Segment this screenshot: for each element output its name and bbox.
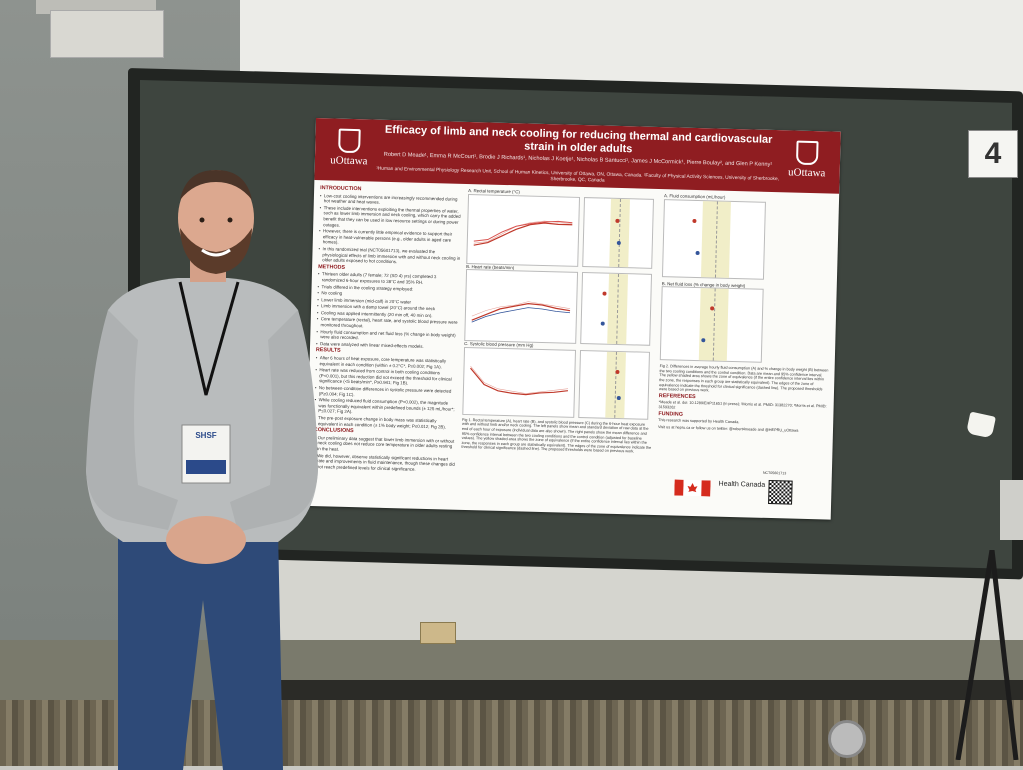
blood-pressure-plot [462, 346, 577, 418]
heart-rate-ci [580, 272, 653, 347]
introduction-bullet: In this randomized trial (NCT05601713), … [318, 246, 460, 266]
qr-code-icon [768, 479, 793, 505]
blood-pressure-ci [578, 349, 650, 420]
net-fluid-loss-ci [659, 286, 764, 363]
introduction-bullet: These include interventions exploiting t… [319, 205, 462, 231]
easel-legs [955, 550, 1019, 760]
research-poster: uOttawa Efficacy of limb and neck coolin… [305, 118, 841, 520]
shield-icon [338, 128, 361, 154]
logo-text: uOttawa [787, 166, 826, 180]
floor-outlet-cover [828, 720, 866, 758]
uottawa-logo-right: uOttawa [778, 136, 835, 187]
trial-id: NCT05601713 [762, 470, 787, 476]
figure-2-caption: Fig 2. Differences in average hourly flu… [658, 364, 829, 393]
booth-number-card: 4 [968, 130, 1018, 178]
poster-affiliations: ¹Human and Environmental Physiology Rese… [376, 166, 780, 184]
heart-rate-plot [464, 269, 579, 345]
conclusions-list: Our preliminary data suggest that lower … [313, 435, 456, 473]
poster-header: uOttawa Efficacy of limb and neck coolin… [314, 118, 841, 194]
wall-outlet [420, 622, 456, 644]
poster-text-column: INTRODUCTION Low-cost cooling interventi… [313, 184, 462, 474]
ceiling-fixture [50, 10, 164, 58]
conclusions-bullet: We did, however, observe statistically s… [313, 453, 455, 473]
fluid-consumption-ci [661, 198, 766, 280]
badge-title: SHSF [195, 431, 216, 440]
easel-bracket [1000, 480, 1023, 540]
figure-1-column: A. Rectal temperature (°C) B. Heart rate… [461, 188, 658, 455]
rectal-temperature-plot [466, 193, 581, 267]
methods-list: Thirteen older adults (7 female; 72 (SD … [316, 271, 460, 350]
presenter-person: SHSF [86, 170, 318, 770]
figure-2-column: A. Fluid consumption (mL/hour) B. Net fl… [658, 193, 834, 434]
uottawa-logo-left: uOttawa [321, 124, 378, 175]
rectal-temperature-ci [582, 196, 655, 269]
canada-flag-icon [674, 479, 711, 497]
health-canada-wordmark: Health Canada [718, 480, 766, 489]
shield-icon [795, 140, 819, 166]
introduction-list: Low-cost cooling interventions are incre… [318, 193, 462, 267]
logo-text: uOttawa [330, 154, 368, 168]
results-list: After 6 hours of heat exposure, core tem… [314, 355, 458, 430]
figure-1-caption: Fig 1. Rectal temperature (A), heart rat… [461, 417, 652, 454]
